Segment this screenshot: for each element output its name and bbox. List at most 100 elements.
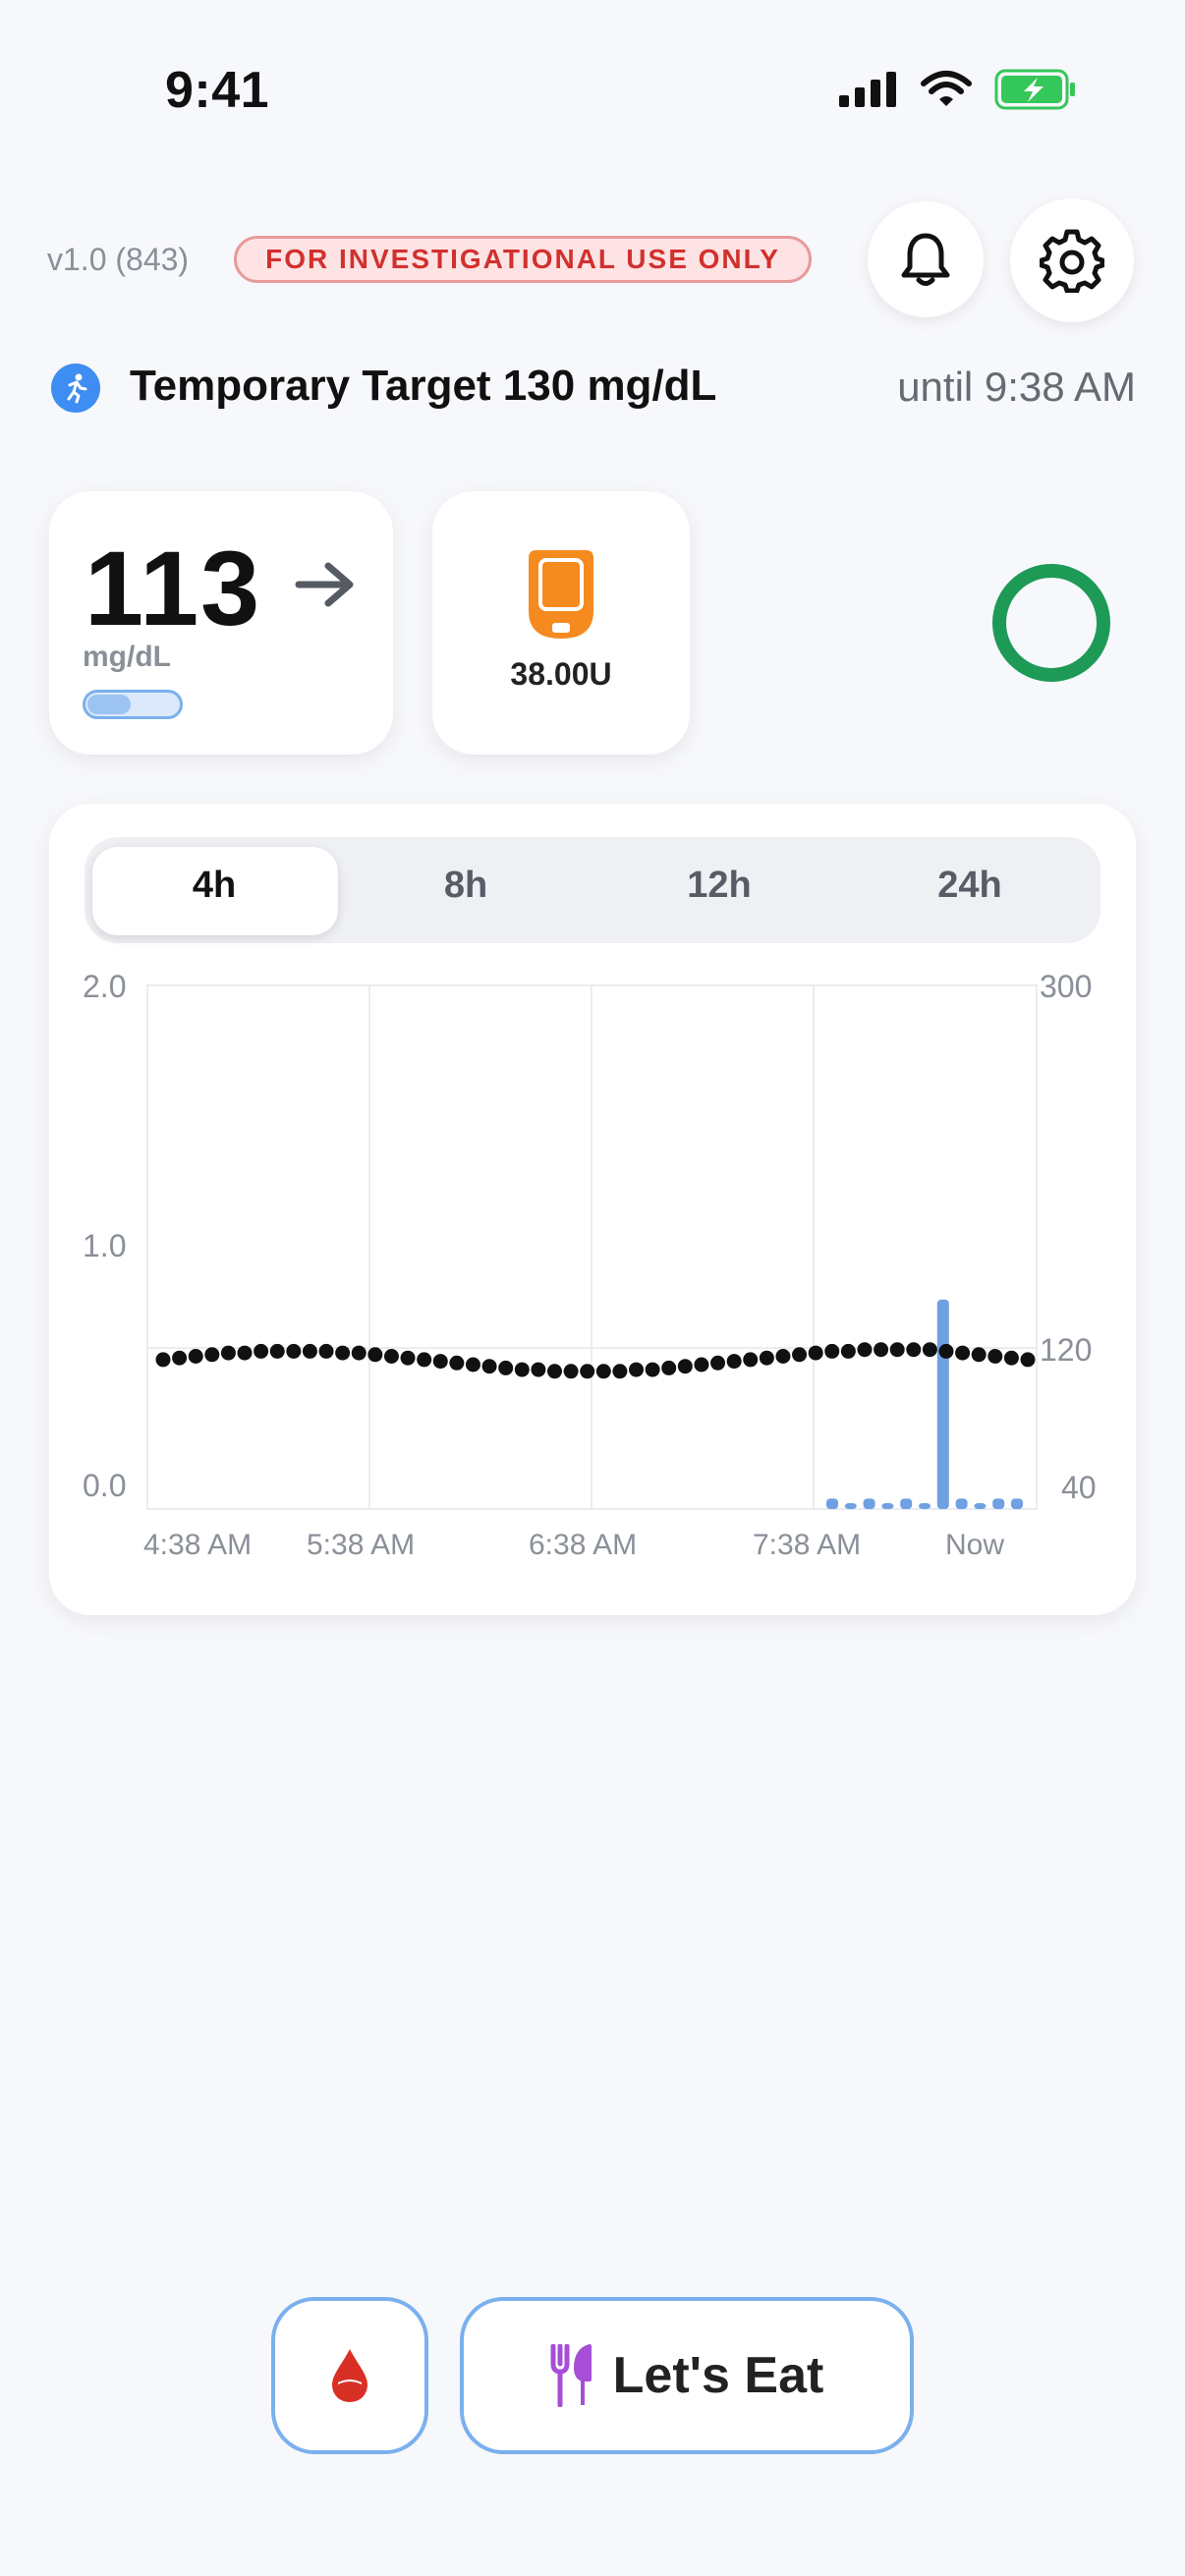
glucose-point: [351, 1345, 367, 1361]
insulin-bar: [881, 1503, 894, 1509]
temporary-target-label[interactable]: Temporary Target 130 mg/dL: [130, 362, 717, 410]
temporary-target-until: until 9:38 AM: [897, 364, 1136, 410]
x-tick: 5:38 AM: [307, 1529, 416, 1561]
x-tick: 4:38 AM: [143, 1529, 253, 1561]
glucose-point: [254, 1343, 269, 1359]
glucose-point: [498, 1360, 514, 1375]
glucose-point: [694, 1357, 709, 1372]
running-person-icon: [51, 364, 100, 413]
glucose-point: [204, 1347, 220, 1363]
wifi-icon: [921, 71, 972, 106]
glucose-point: [1020, 1352, 1036, 1368]
glucose-point: [792, 1347, 808, 1363]
investigational-badge: FOR INVESTIGATIONAL USE ONLY: [234, 236, 812, 283]
glucose-point: [155, 1352, 171, 1368]
glucose-value: 113: [85, 529, 262, 647]
insulin-bar: [919, 1503, 931, 1509]
bell-icon: [901, 233, 950, 286]
glucose-point: [595, 1364, 611, 1379]
range-selector-highlight: [92, 847, 338, 935]
glucose-point: [971, 1347, 987, 1363]
glucose-point: [988, 1349, 1003, 1364]
glucose-point: [922, 1342, 937, 1358]
glucose-point: [743, 1352, 759, 1368]
tab-8h[interactable]: 8h: [443, 865, 488, 906]
lets-eat-button[interactable]: Let's Eat: [460, 2297, 914, 2454]
x-tick: 7:38 AM: [753, 1529, 862, 1561]
glucose-point: [269, 1343, 285, 1359]
glucose-unit: mg/dL: [83, 641, 171, 673]
glucose-point: [383, 1349, 399, 1364]
glucose-point: [367, 1347, 383, 1363]
glucose-point: [677, 1359, 693, 1374]
glucose-point: [335, 1345, 351, 1361]
blood-glucose-button[interactable]: [271, 2297, 428, 2454]
settings-button[interactable]: [1010, 198, 1134, 322]
glucose-point: [318, 1343, 334, 1359]
status-icons: [839, 69, 1077, 110]
glucose-point: [546, 1364, 562, 1379]
glucose-point: [432, 1354, 448, 1370]
glucose-point: [840, 1343, 856, 1359]
glucose-point: [188, 1349, 203, 1364]
glucose-point: [531, 1362, 546, 1377]
y-right-tick: 40: [1061, 1470, 1097, 1505]
glucose-point: [889, 1342, 905, 1358]
battery-charging-icon: [994, 69, 1075, 110]
glucose-point: [775, 1349, 791, 1364]
glucose-point: [955, 1345, 971, 1361]
glucose-point: [514, 1362, 530, 1377]
glucose-point: [661, 1360, 677, 1375]
glucose-point: [417, 1352, 432, 1368]
glucose-point: [824, 1343, 840, 1359]
app-version: v1.0 (843): [47, 242, 190, 277]
pump-reservoir-icon: [529, 550, 593, 639]
cellular-signal-icon: [839, 72, 896, 107]
y-left-tick: 2.0: [83, 969, 127, 1004]
glucose-point: [449, 1355, 465, 1371]
y-left-tick: 1.0: [83, 1228, 127, 1263]
gear-icon: [1040, 229, 1104, 293]
insulin-bar: [974, 1503, 987, 1509]
glucose-point: [563, 1364, 579, 1379]
insulin-bar: [863, 1498, 875, 1509]
glucose-source-toggle[interactable]: [83, 690, 183, 719]
glucose-point: [629, 1362, 645, 1377]
notifications-button[interactable]: [868, 201, 984, 317]
glucose-point: [857, 1342, 873, 1358]
insulin-bar: [826, 1498, 838, 1509]
glucose-insulin-chart: [146, 984, 1038, 1510]
glucose-point: [286, 1343, 302, 1359]
insulin-bar: [992, 1498, 1005, 1509]
glucose-point: [874, 1342, 889, 1358]
blood-drop-icon: [332, 2349, 367, 2402]
glucose-point: [172, 1350, 188, 1366]
glucose-point: [645, 1362, 660, 1377]
glucose-point: [710, 1355, 726, 1371]
y-left-tick: 0.0: [83, 1468, 127, 1503]
x-tick: Now: [945, 1529, 1005, 1561]
glucose-point: [726, 1354, 742, 1370]
glucose-point: [1003, 1350, 1019, 1366]
glucose-point: [237, 1345, 253, 1361]
tab-12h[interactable]: 12h: [687, 865, 752, 906]
glucose-point: [481, 1359, 497, 1374]
glucose-point: [938, 1343, 954, 1359]
glucose-point: [906, 1342, 922, 1358]
tab-24h[interactable]: 24h: [937, 865, 1002, 906]
glucose-point: [400, 1350, 416, 1366]
y-right-tick: 120: [1040, 1332, 1093, 1368]
x-tick: 6:38 AM: [529, 1529, 638, 1561]
glucose-point: [759, 1350, 774, 1366]
insulin-bar: [1011, 1498, 1023, 1509]
insulin-bar: [844, 1503, 857, 1509]
glucose-point: [302, 1343, 317, 1359]
glucose-point: [220, 1345, 236, 1361]
tab-4h[interactable]: 4h: [192, 865, 237, 906]
y-right-tick: 300: [1040, 969, 1093, 1004]
fork-knife-icon: [550, 2344, 592, 2407]
glucose-point: [465, 1357, 480, 1372]
status-time: 9:41: [165, 62, 270, 119]
pump-reservoir-value: 38.00U: [510, 656, 612, 692]
glucose-point: [808, 1345, 823, 1361]
